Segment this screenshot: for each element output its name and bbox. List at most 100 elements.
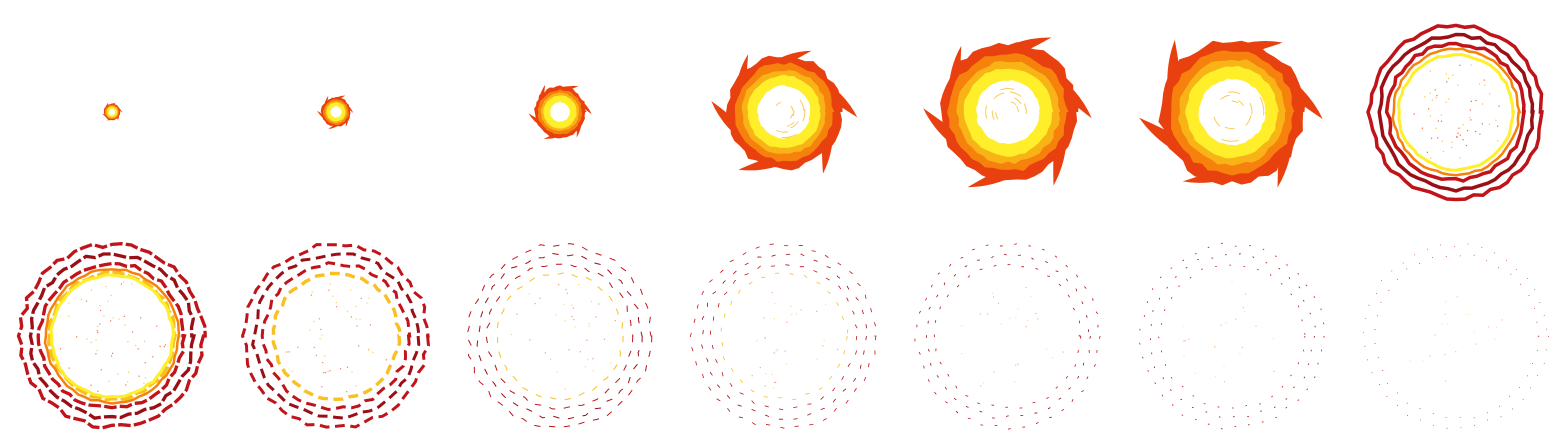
ember-dot xyxy=(1431,137,1433,139)
shockwave-ring xyxy=(496,271,625,401)
ember-dot xyxy=(1498,105,1500,107)
ember-dot xyxy=(586,339,588,341)
fireball-group xyxy=(102,102,123,121)
ember-dot xyxy=(785,363,787,365)
ember-dot xyxy=(1183,355,1185,357)
explosion-frame-12 xyxy=(896,224,1120,448)
ember-dot xyxy=(592,358,594,360)
ember-dot xyxy=(366,302,368,304)
core-swirl-stroke xyxy=(781,133,797,138)
ember-dot xyxy=(99,304,101,307)
fireball-group xyxy=(923,37,1092,188)
ember-dot xyxy=(1452,74,1454,76)
ember-dot xyxy=(117,373,119,375)
ember-dot xyxy=(320,328,322,331)
ember-dot xyxy=(123,315,125,317)
explosion-frame-art xyxy=(711,50,858,174)
ember-dot xyxy=(773,352,775,354)
ember-dot xyxy=(385,359,387,361)
ember-dot xyxy=(1231,281,1233,283)
ember-dot xyxy=(97,325,99,327)
fireball-group xyxy=(1139,39,1323,188)
fireball-group xyxy=(317,95,354,129)
fireball-layer xyxy=(330,106,342,118)
ember-dot xyxy=(1440,114,1443,116)
ember-dot xyxy=(1469,117,1471,119)
core-swirl-stroke xyxy=(1245,115,1252,126)
ember-dot xyxy=(1025,325,1027,328)
ember-dot xyxy=(1009,317,1011,320)
shockwave-ring xyxy=(240,243,431,429)
fireball-group xyxy=(528,84,592,139)
ember-dot xyxy=(1223,365,1225,367)
ember-dot xyxy=(1488,123,1490,125)
ember-dot xyxy=(1035,312,1037,315)
core-swirl-stroke xyxy=(1016,105,1019,113)
ember-dot xyxy=(118,318,120,320)
ember-dot xyxy=(773,318,775,320)
ember-dot xyxy=(1225,322,1227,324)
ember-dot xyxy=(774,382,776,384)
shockwave-glow-ring xyxy=(49,273,176,399)
ember-dot xyxy=(1497,140,1499,142)
ember-dot xyxy=(555,314,557,316)
shockwave-group xyxy=(1366,23,1544,202)
ember-dot xyxy=(100,309,102,312)
ember-dot xyxy=(1448,77,1450,80)
ember-dot xyxy=(112,317,114,319)
core-swirl-stroke xyxy=(1221,138,1239,142)
explosion-frame-4 xyxy=(672,0,896,224)
ember-dot xyxy=(982,382,984,384)
ember-dot xyxy=(823,340,825,342)
ember-dot xyxy=(315,354,317,356)
ember-dot xyxy=(112,352,114,354)
ember-dot xyxy=(59,348,62,350)
ember-dot xyxy=(773,387,775,389)
ember-dot xyxy=(1459,134,1461,136)
ember-dot xyxy=(1422,360,1424,362)
ember-dot xyxy=(95,339,97,341)
ember-dot xyxy=(110,355,113,357)
ember-dot xyxy=(351,371,353,373)
ember-dot xyxy=(1429,70,1431,72)
ember-dot xyxy=(550,358,552,360)
ember-dot xyxy=(784,350,786,352)
ember-dot xyxy=(564,388,566,390)
core-swirl-stroke xyxy=(1228,91,1241,95)
shockwave-ring xyxy=(46,270,178,402)
ember-dot xyxy=(786,321,788,323)
ember-dot xyxy=(328,289,330,291)
ember-dot xyxy=(1501,319,1503,321)
ember-dot xyxy=(1409,360,1411,362)
ember-dot xyxy=(131,331,134,333)
ember-dot xyxy=(771,291,773,294)
core-swirl-stroke xyxy=(1237,100,1244,107)
ember-dot xyxy=(1442,150,1444,153)
ember-dot xyxy=(751,375,753,377)
ember-dot xyxy=(776,349,778,351)
ember-dot xyxy=(592,370,594,372)
ember-dot xyxy=(1475,130,1477,133)
ember-dot xyxy=(81,298,83,301)
ember-dot xyxy=(1473,331,1475,333)
shockwave-group xyxy=(1362,243,1549,430)
ember-dot xyxy=(510,333,513,336)
ember-dot xyxy=(355,305,357,308)
ember-dot xyxy=(1062,351,1064,353)
ember-dot xyxy=(759,367,761,369)
ember-dot xyxy=(1446,81,1448,83)
shockwave-group xyxy=(1138,242,1325,430)
ember-dot xyxy=(577,284,580,286)
shockwave-glow-ring xyxy=(1397,53,1516,172)
core-swirl xyxy=(985,88,1027,120)
ember-dot xyxy=(1435,127,1437,129)
shockwave-ring xyxy=(1157,264,1307,410)
ember-dot xyxy=(1459,64,1461,66)
ember-dot xyxy=(1429,355,1431,357)
ember-dot xyxy=(1437,137,1439,139)
shockwave-ring xyxy=(701,253,867,420)
ember-dot xyxy=(1483,79,1485,81)
ember-dot xyxy=(836,348,839,351)
ember-dot xyxy=(1434,334,1436,336)
ember-dot xyxy=(1223,381,1226,383)
